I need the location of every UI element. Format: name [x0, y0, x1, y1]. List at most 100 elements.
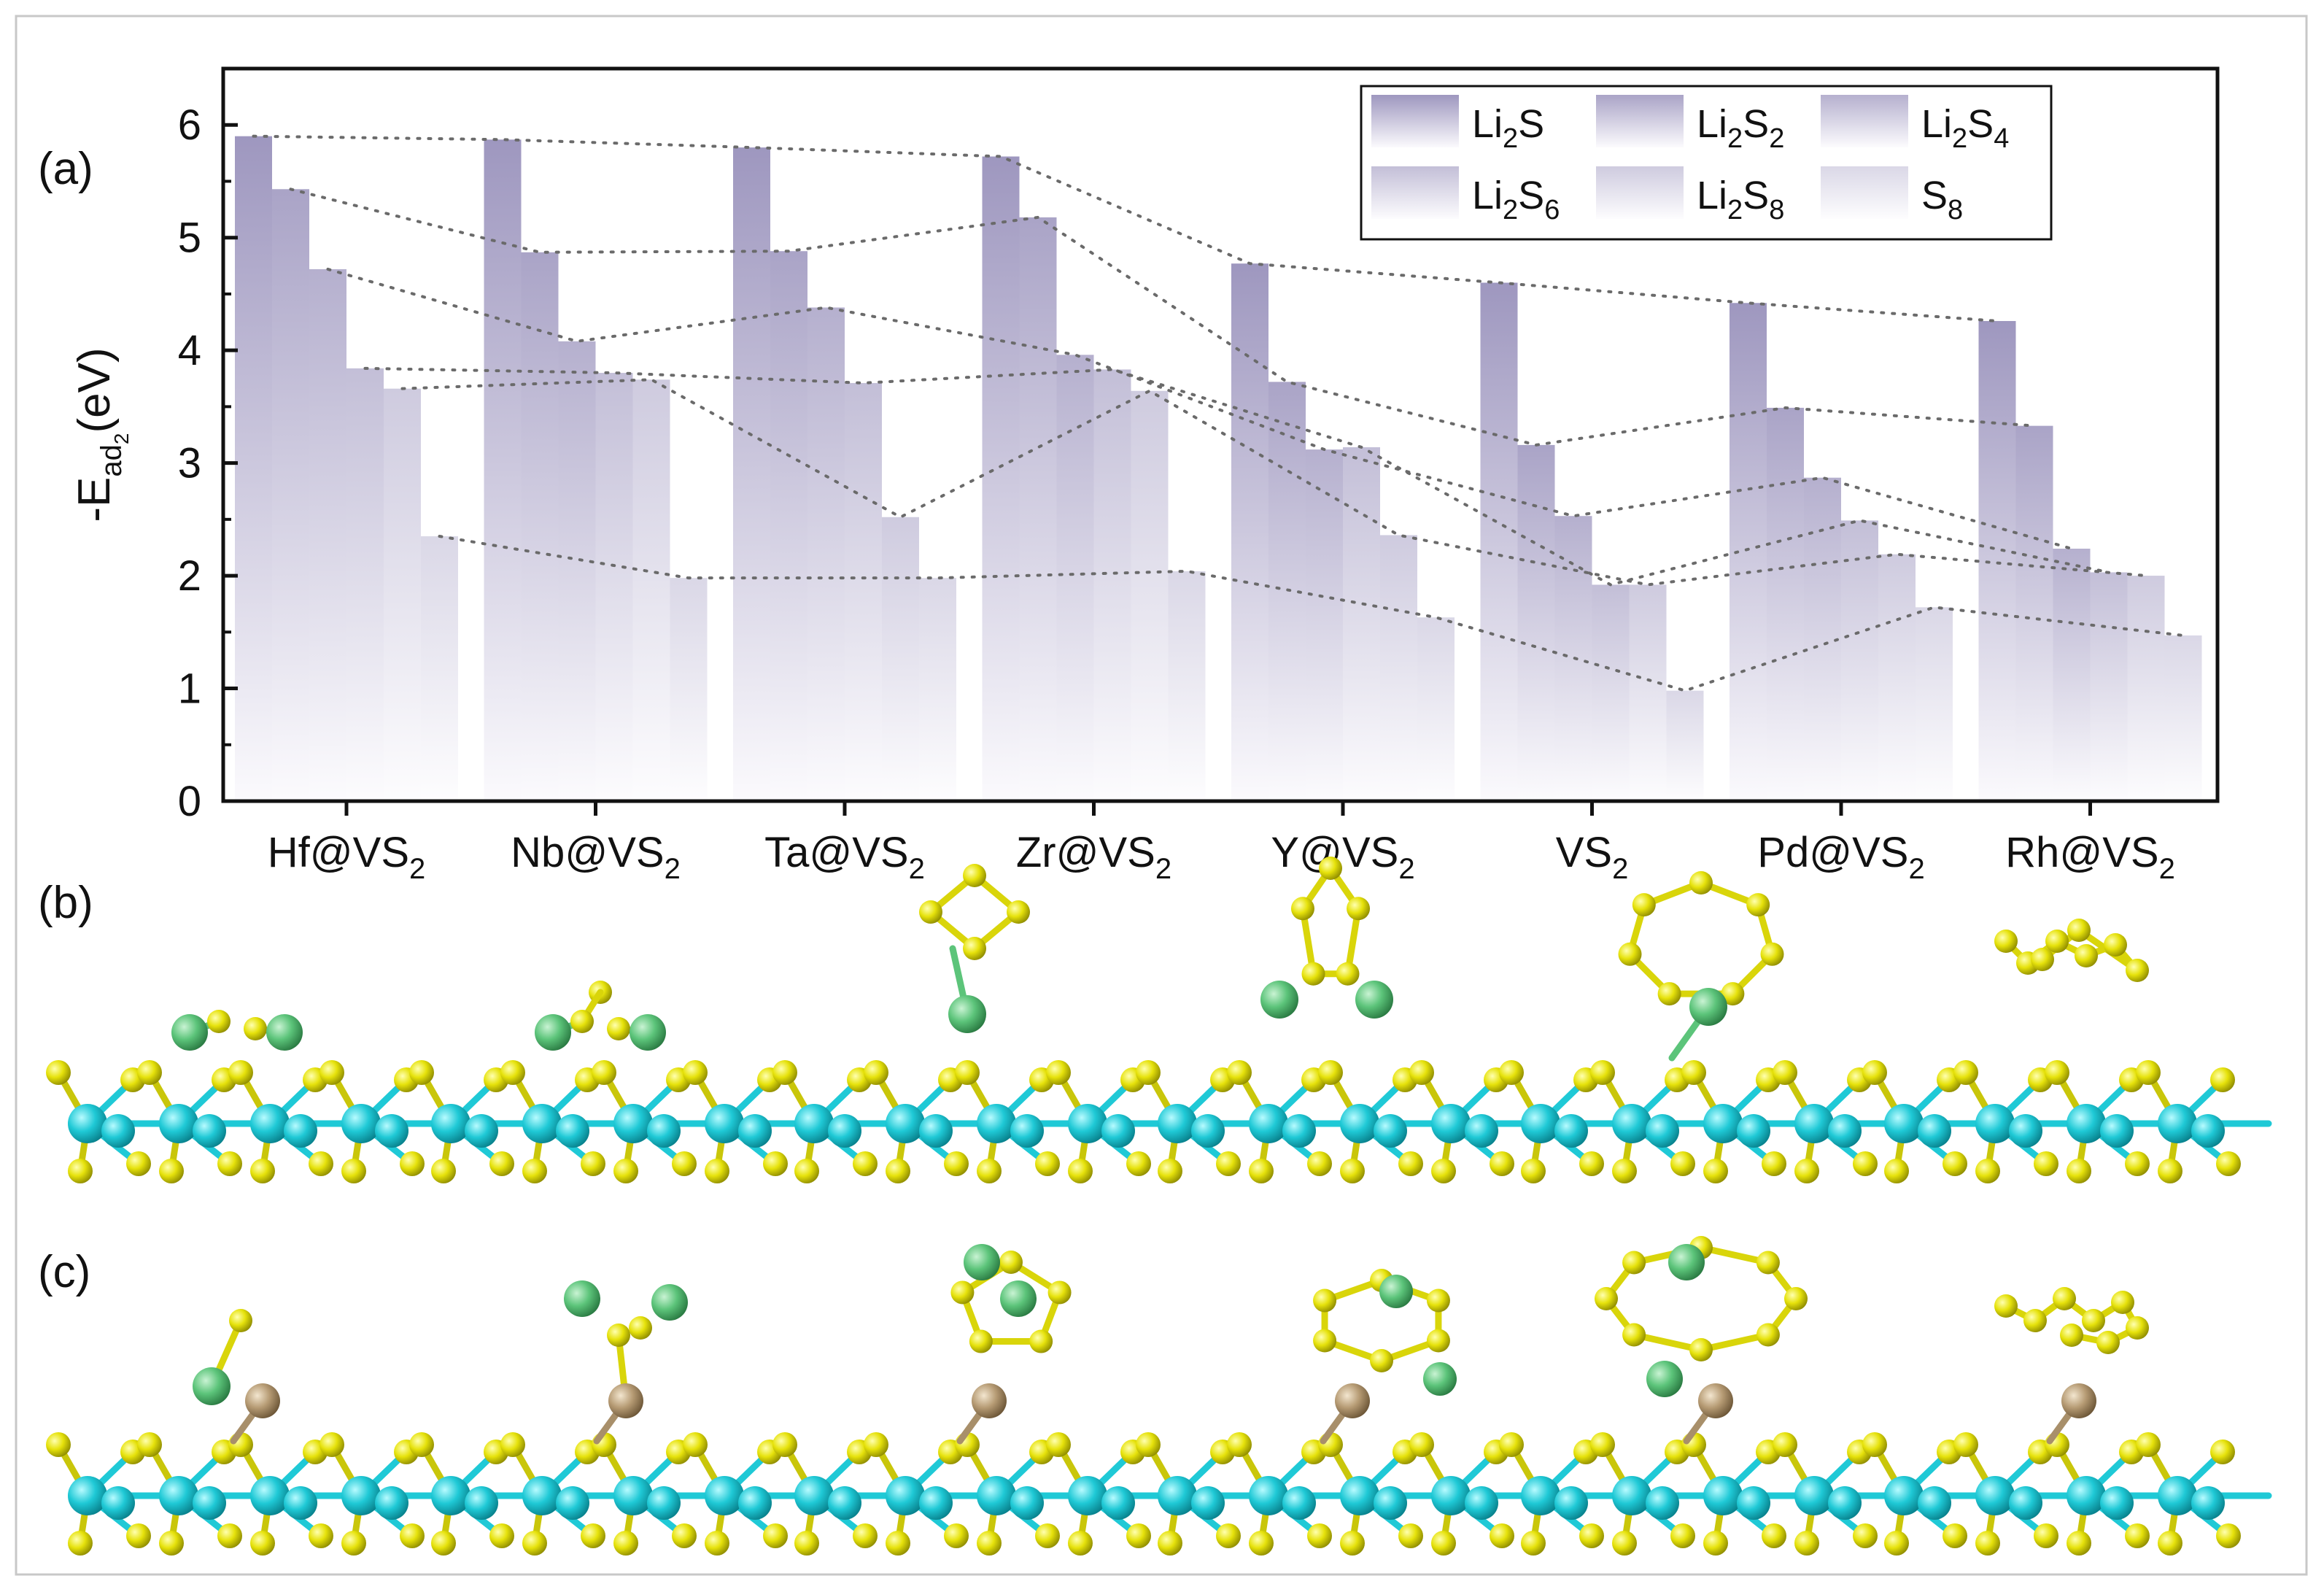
legend-label-Li2S6: Li2S6	[1472, 174, 1560, 225]
s-atom	[772, 1060, 797, 1085]
structure-c-S8	[1862, 1287, 2272, 1556]
panel-label-a: (a)	[38, 144, 93, 194]
s-atom	[1853, 1151, 1878, 1176]
v-atom	[431, 1476, 470, 1515]
s-atom	[1068, 1531, 1093, 1556]
guide-line-Li2S6	[363, 366, 2110, 587]
v-atom	[2158, 1104, 2197, 1143]
bar-S8-1	[670, 578, 708, 801]
s-atom	[955, 1060, 980, 1085]
s-atom	[250, 1159, 275, 1183]
s-atom	[522, 1159, 547, 1183]
bar-Li2S2-3	[1019, 217, 1057, 801]
structure-b-Li2S	[46, 1010, 456, 1183]
v-atom	[1374, 1114, 1407, 1148]
s-atom	[581, 1151, 605, 1176]
dopant-atom	[608, 1383, 643, 1418]
s-atom	[400, 1151, 425, 1176]
s-atom	[1590, 1432, 1615, 1457]
x-tick-label-2: Ta@VS2	[764, 829, 925, 885]
structure-panels	[46, 857, 2272, 1556]
v-atom	[1612, 1104, 1651, 1143]
bar-Li2S6-7	[2090, 572, 2128, 801]
s-atom	[977, 1531, 1002, 1556]
s-atom	[1746, 893, 1770, 917]
legend: Li2S Li2S2 Li2S4 Li2S6 Li2S8 S8	[1360, 85, 2053, 241]
bar-Li2S8-5	[1629, 584, 1667, 801]
s-atom	[1622, 1323, 1646, 1347]
v-atom	[828, 1114, 861, 1148]
s-atom	[159, 1531, 184, 1556]
bar-Li2S4-3	[1056, 355, 1094, 802]
s-atom	[2216, 1151, 2241, 1176]
v-atom	[2191, 1486, 2225, 1520]
s-atom	[2031, 948, 2054, 971]
s-atom	[1632, 893, 1656, 917]
v-atom	[1975, 1104, 2015, 1143]
s-atom	[1579, 1523, 1604, 1548]
v-atom	[1918, 1486, 1951, 1520]
s-atom	[1301, 962, 1325, 986]
s-atom	[1313, 1288, 1337, 1313]
s-atom	[794, 1531, 819, 1556]
v-atom	[1158, 1104, 1197, 1143]
dopant-atom	[245, 1383, 280, 1418]
s-atom	[46, 1060, 71, 1085]
v-atom	[1737, 1486, 1770, 1520]
bar-Li2S8-4	[1380, 535, 1417, 801]
li-atom	[193, 1367, 231, 1405]
s-atom	[1068, 1159, 1093, 1183]
s-atom	[2045, 1060, 2069, 1085]
s-atom	[1046, 1060, 1071, 1085]
s-atom	[886, 1531, 910, 1556]
s-atom	[705, 1159, 729, 1183]
s-atom	[944, 1523, 969, 1548]
v-atom	[1431, 1104, 1471, 1143]
bar-Li2S8-7	[2127, 576, 2165, 801]
v-atom	[159, 1104, 198, 1143]
s-atom	[705, 1531, 729, 1556]
v-atom	[705, 1476, 744, 1515]
s-atom	[1340, 1159, 1365, 1183]
s-atom	[763, 1523, 788, 1548]
s-atom	[1756, 1251, 1780, 1275]
v-atom	[1646, 1486, 1679, 1520]
y-tick-label-2: 2	[178, 552, 201, 600]
v-atom	[2009, 1114, 2042, 1148]
s-atom	[919, 900, 942, 924]
li-atom	[564, 1280, 600, 1317]
v-atom	[886, 1476, 925, 1515]
s-atom	[1227, 1060, 1252, 1085]
v-atom	[1554, 1114, 1588, 1148]
s-atom	[1943, 1523, 1967, 1548]
s-atom	[2136, 1060, 2161, 1085]
v-atom	[68, 1476, 107, 1515]
y-axis-label-main: -E	[69, 477, 120, 522]
v-atom	[2067, 1476, 2106, 1515]
v-atom	[1191, 1486, 1225, 1520]
v-atom	[193, 1486, 226, 1520]
v-atom	[1794, 1104, 1834, 1143]
s-atom	[853, 1523, 878, 1548]
legend-swatch-Li2S8	[1596, 166, 1684, 219]
s-atom	[1862, 1060, 1887, 1085]
s-atom	[1590, 1060, 1615, 1085]
bar-Li2S6-5	[1592, 584, 1630, 801]
s-atom	[1622, 1251, 1646, 1275]
s-atom	[1158, 1159, 1182, 1183]
y-tick-label-5: 5	[178, 215, 201, 262]
s-atom	[1216, 1151, 1241, 1176]
s-atom	[2034, 1523, 2058, 1548]
s-atom	[2210, 1067, 2235, 1092]
s-atom	[409, 1432, 434, 1457]
v-atom	[1884, 1104, 1924, 1143]
li-atom	[1423, 1362, 1457, 1396]
v-atom	[1340, 1476, 1379, 1515]
v-atom	[1374, 1486, 1407, 1520]
s-atom	[229, 1309, 252, 1332]
bar-Li2S-4	[1231, 263, 1268, 801]
v-atom	[1431, 1476, 1471, 1515]
legend-swatch-Li2S	[1371, 95, 1459, 147]
s-atom	[1307, 1523, 1332, 1548]
s-atom	[592, 1060, 616, 1085]
